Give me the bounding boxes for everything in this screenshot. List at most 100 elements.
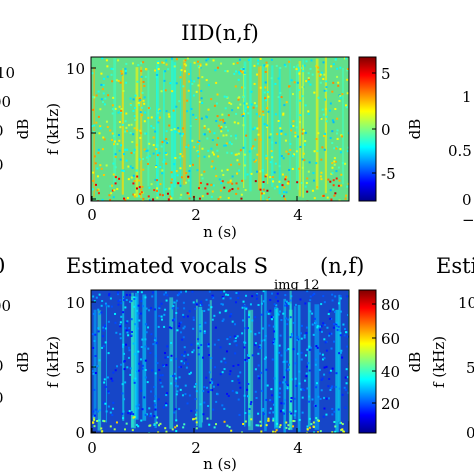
chart2-speckle <box>193 417 196 420</box>
chart2-speckle <box>207 345 210 348</box>
chart2-speckle <box>300 324 303 327</box>
chart1-speckle <box>147 116 150 119</box>
chart1-speckle <box>265 65 268 68</box>
chart2-speckle <box>306 428 309 431</box>
chart1-speckle <box>347 68 349 71</box>
chart1-speckle <box>329 137 332 140</box>
chart1-speckle <box>265 157 268 160</box>
chart1-speckle <box>186 99 189 102</box>
chart2-speckle <box>121 392 124 395</box>
chart2-speckle <box>183 354 186 357</box>
chart1-speckle <box>228 190 231 193</box>
chart1-speckle <box>140 114 143 117</box>
chart2-speckle <box>117 303 120 306</box>
chart1-speckle <box>152 144 155 147</box>
chart1-speckle <box>260 192 263 195</box>
chart1-speckle <box>334 160 337 163</box>
chart1-speckle <box>101 57 104 60</box>
chart2-speckle <box>283 412 286 415</box>
chart1-speckle <box>144 75 147 78</box>
chart1-speckle <box>143 96 146 99</box>
chart2-speckle <box>269 299 272 302</box>
chart1-speckle <box>266 64 269 67</box>
chart2-speckle <box>305 372 308 375</box>
chart1-speckle <box>207 149 210 152</box>
chart2-speckle <box>176 385 179 388</box>
chart1-speckle <box>225 142 228 145</box>
chart2-speckle <box>127 329 130 332</box>
chart2-speckle <box>255 294 258 297</box>
chart2-speckle <box>127 346 130 349</box>
chart1-speckle <box>336 129 339 132</box>
chart2-speckle <box>319 325 322 328</box>
chart1-speckle <box>141 185 144 188</box>
chart1-speckle <box>156 144 159 147</box>
chart1-cbar-tick-label: -5 <box>381 165 396 183</box>
chart1-speckle <box>210 165 213 168</box>
chart2-xtick-label: 0 <box>87 439 97 457</box>
chart1-speckle <box>218 178 221 181</box>
chart2-speckle <box>341 356 344 359</box>
chart2-speckle <box>207 343 210 346</box>
chart1-speckle <box>144 132 147 135</box>
chart1-speckle <box>253 82 256 85</box>
chart2-speckle <box>155 421 158 424</box>
chart1-speckle <box>318 74 321 77</box>
chart1-speckle <box>278 165 281 168</box>
chart2-speckle <box>212 296 215 299</box>
chart1-speckle <box>262 110 265 113</box>
chart2-speckle <box>226 338 229 341</box>
chart1-speckle <box>219 127 222 130</box>
chart1-speckle <box>336 75 339 78</box>
chart1-speckle <box>306 190 309 193</box>
chart1-speckle <box>122 197 125 200</box>
chart2-speckle <box>321 377 324 380</box>
chart2-speckle <box>132 342 135 345</box>
chart1-speckle <box>202 133 205 136</box>
chart1-speckle <box>210 147 213 150</box>
chart2-speckle <box>328 332 331 335</box>
chart2-speckle <box>257 424 260 427</box>
chart1-speckle <box>341 93 344 96</box>
chart1-speckle <box>296 135 299 138</box>
chart1-speckle <box>103 138 106 141</box>
chart2-speckle <box>287 368 290 371</box>
chart1-speckle <box>240 68 243 71</box>
chart2-speckle <box>332 323 335 326</box>
chart1-speckle <box>140 188 143 191</box>
right-partial-tick: 1 <box>462 88 472 106</box>
chart1-speckle <box>325 86 328 89</box>
chart1-speckle <box>321 108 324 111</box>
chart2-speckle <box>192 318 195 321</box>
chart1-speckle <box>114 166 117 169</box>
chart1-speckle <box>323 89 326 92</box>
chart1-speckle <box>105 120 108 123</box>
chart1-speckle <box>156 187 159 190</box>
chart2-speckle <box>305 365 308 368</box>
chart2-speckle <box>329 389 332 392</box>
chart1-speckle <box>259 138 262 141</box>
chart1-speckle <box>204 187 207 190</box>
chart2-speckle <box>223 407 226 410</box>
chart1-speckle <box>227 114 230 117</box>
chart1-speckle <box>125 62 128 65</box>
chart2-speckle <box>329 309 332 312</box>
chart2-speckle <box>143 396 146 399</box>
chart2-speckle <box>233 335 236 338</box>
chart1-speckle <box>121 123 124 126</box>
chart1-speckle <box>114 107 117 110</box>
chart1-speckle <box>285 150 288 153</box>
chart2-speckle <box>225 350 228 353</box>
chart2-speckle <box>147 347 150 350</box>
chart1-speckle <box>217 124 220 127</box>
chart2-speckle <box>178 293 181 296</box>
chart1-speckle <box>102 92 105 95</box>
chart2-speckle <box>272 325 275 328</box>
chart1-speckle <box>221 169 224 172</box>
chart2-speckle <box>344 376 347 379</box>
chart1-speckle <box>179 184 182 187</box>
chart2-speckle <box>182 301 185 304</box>
chart1-speckle <box>281 194 284 197</box>
chart1-speckle <box>157 121 160 124</box>
chart2-speckle <box>98 313 101 316</box>
